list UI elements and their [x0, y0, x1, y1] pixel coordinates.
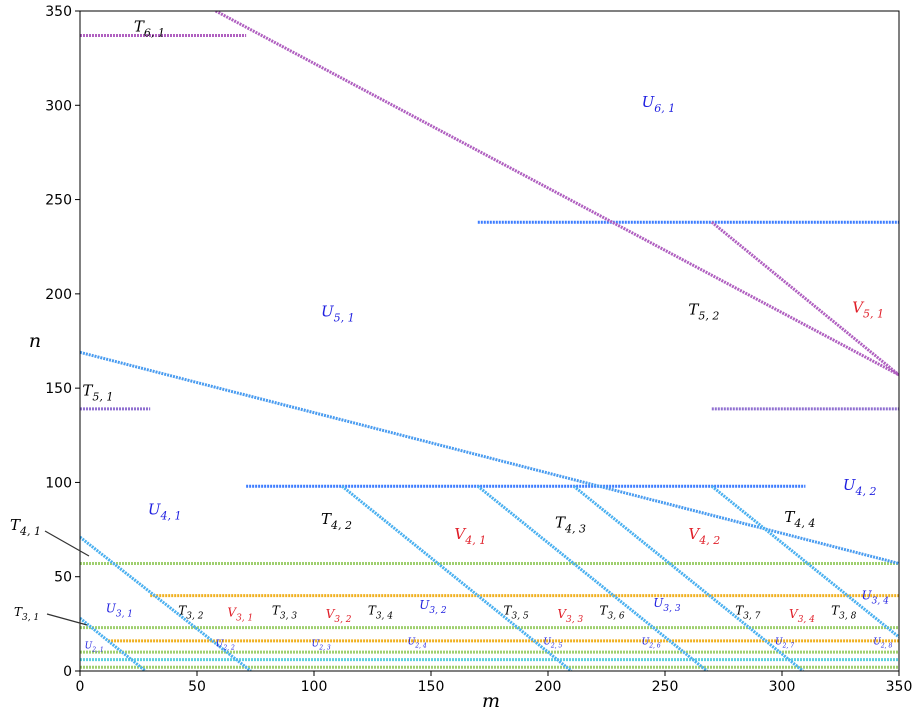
axis-ticks: 0 50 100 150 200 250 300 350 0 50 100 150 200 250 300 3…: [45, 4, 912, 695]
data-lines: [80, 11, 899, 671]
diagonal-segment-0: [215, 11, 899, 377]
region-label-9: V4, 1: [454, 525, 486, 547]
y-tick-label: 150: [45, 381, 72, 397]
region-label-32: U2, 5: [543, 638, 562, 650]
region-label-20: T3, 5: [504, 603, 529, 621]
region-label-19: U3, 2: [419, 598, 447, 616]
region-label-10: T4, 3: [555, 514, 586, 536]
x-tick-label: 100: [301, 679, 328, 695]
region-label-23: U3, 3: [653, 596, 681, 614]
region-label-21: V3, 3: [557, 607, 583, 625]
diagonal-segment-6: [572, 485, 805, 671]
region-label-5: T5, 1: [82, 382, 113, 404]
y-axis-label: n: [29, 330, 41, 352]
region-label-12: T4, 4: [784, 508, 815, 530]
y-tick-label: 250: [45, 193, 72, 209]
region-label-11: V4, 2: [688, 525, 720, 547]
diagonal-segment-5: [476, 485, 709, 671]
region-label-8: T4, 2: [321, 510, 352, 532]
x-axis-label: m: [482, 690, 500, 712]
region-label-7: U4, 2: [843, 476, 877, 498]
region-label-31: U2, 4: [408, 638, 427, 650]
y-tick-label: 200: [45, 287, 72, 303]
region-label-0: T6, 1: [134, 18, 165, 40]
region-label-35: U2, 8: [873, 638, 892, 650]
diagonal-segment-8: [80, 617, 147, 671]
x-tick-label: 250: [652, 679, 679, 695]
region-label-27: U3, 4: [862, 588, 890, 606]
region-label-2: U5, 1: [321, 302, 355, 324]
x-tick-label: 50: [188, 679, 206, 695]
diagonal-segment-3: [80, 535, 252, 671]
x-tick-label: 350: [886, 679, 913, 695]
plot-frame: [79, 10, 900, 672]
y-tick-label: 100: [45, 475, 72, 491]
region-label-22: T3, 6: [599, 603, 624, 621]
region-label-3: T5, 2: [688, 301, 719, 323]
region-label-13: U3, 1: [106, 602, 133, 620]
leader-line-t41: [44, 530, 90, 557]
x-tick-label: 200: [535, 679, 562, 695]
y-tick-label: 50: [54, 570, 72, 586]
region-label-1: U6, 1: [642, 93, 676, 115]
y-tick-label: 300: [45, 98, 72, 114]
region-label-25: V3, 4: [789, 607, 815, 625]
region-label-16: T3, 3: [272, 603, 297, 621]
region-label-34: U2, 7: [775, 638, 794, 650]
region-label-18: T3, 4: [368, 603, 393, 621]
region-label-15: V3, 1: [227, 605, 253, 623]
region-label-6: U4, 1: [148, 500, 182, 522]
outside-annotations: T4, 1 T3, 1: [10, 516, 90, 626]
x-tick-label: 300: [769, 679, 796, 695]
y-tick-label: 350: [45, 4, 72, 20]
region-labels: T6, 1 U6, 1 U5, 1 T5, 2 V5, 1 T5, 1 U4, 1 U4, 2…: [82, 18, 892, 654]
diagonal-segment-2: [80, 350, 899, 565]
leader-line-t31: [46, 613, 88, 626]
outside-label-t31: T3, 1: [14, 605, 39, 623]
x-tick-label: 0: [76, 679, 85, 695]
region-label-26: T3, 8: [831, 603, 856, 621]
region-label-4: V5, 1: [852, 299, 884, 321]
region-label-28: U2, 1: [85, 641, 104, 653]
diagonal-segment-4: [341, 485, 573, 671]
diagonal-segment-7: [710, 485, 899, 639]
region-label-14: T3, 2: [178, 603, 203, 621]
outside-label-t41: T4, 1: [10, 516, 41, 538]
region-label-33: U2, 6: [642, 638, 661, 650]
x-tick-label: 150: [418, 679, 445, 695]
region-label-29: U2, 2: [216, 639, 235, 651]
region-label-30: U2, 3: [312, 639, 331, 651]
region-label-24: T3, 7: [735, 603, 760, 621]
region-label-17: V3, 2: [326, 607, 352, 625]
y-tick-label: 0: [63, 664, 72, 680]
diagonal-segment-1: [710, 221, 899, 377]
